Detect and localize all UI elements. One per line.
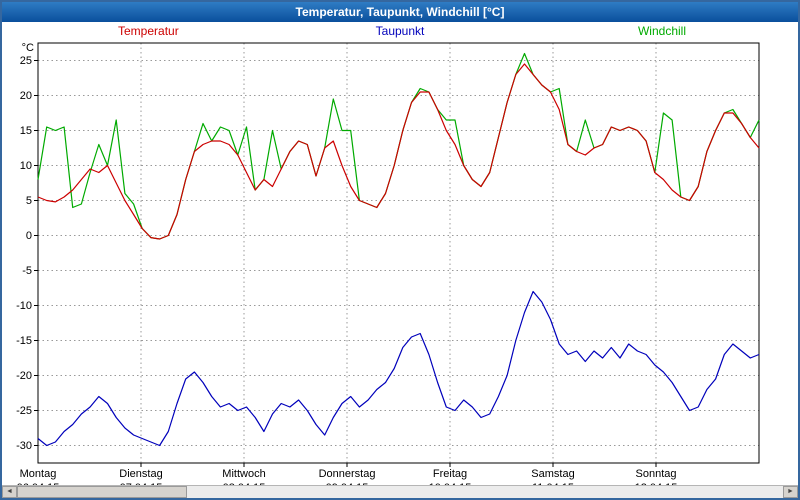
svg-text:0: 0 [26,230,32,242]
svg-text:-30: -30 [16,440,32,452]
legend-item-windchill: Windchill [637,24,686,38]
svg-text:15: 15 [20,125,32,137]
svg-text:°C: °C [22,42,34,54]
svg-text:Samstag: Samstag [531,468,574,480]
horizontal-scrollbar[interactable]: ◄ ► [2,485,798,498]
svg-text:10: 10 [20,160,32,172]
scroll-left-button[interactable]: ◄ [2,486,17,498]
scrollbar-track[interactable] [17,486,783,498]
svg-text:Montag: Montag [20,468,57,480]
svg-text:Sonntag: Sonntag [636,468,677,480]
svg-text:-5: -5 [22,265,32,277]
scroll-left-icon: ◄ [6,488,13,495]
svg-text:Dienstag: Dienstag [119,468,162,480]
svg-text:-25: -25 [16,405,32,417]
scrollbar-thumb[interactable] [17,486,187,498]
svg-text:Mittwoch: Mittwoch [222,468,265,480]
svg-text:-20: -20 [16,370,32,382]
svg-text:25: 25 [20,55,32,67]
svg-text:5: 5 [26,195,32,207]
legend-item-taupunkt: Taupunkt [375,24,425,38]
svg-text:-10: -10 [16,300,32,312]
chart-legend: Temperatur Taupunkt Windchill [2,24,798,40]
svg-text:Donnerstag: Donnerstag [319,468,376,480]
scroll-right-icon: ► [787,488,794,495]
window-titlebar: Temperatur, Taupunkt, Windchill [°C] [2,2,798,22]
svg-text:Freitag: Freitag [433,468,467,480]
scroll-right-button[interactable]: ► [783,486,798,498]
chart-canvas: 2520151050-5-10-15-20-25-30°CMontag06.04… [16,42,760,492]
svg-text:-15: -15 [16,335,32,347]
legend-item-temperatur: Temperatur [118,24,179,38]
window-title: Temperatur, Taupunkt, Windchill [°C] [295,5,505,19]
svg-text:20: 20 [20,90,32,102]
